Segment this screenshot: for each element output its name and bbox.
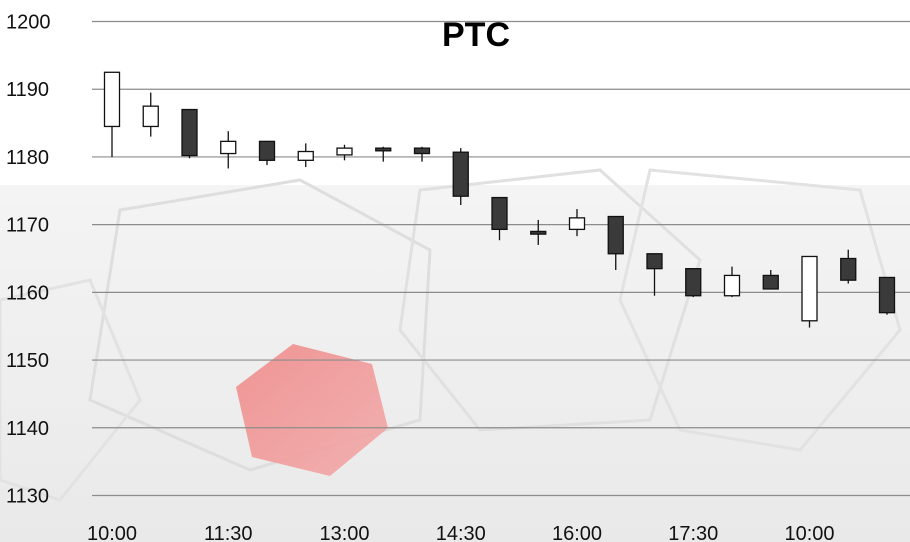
candle-body-up [103,71,121,128]
x-tick-label: 16:00 [552,523,602,542]
y-tick-label: 1160 [6,282,49,304]
candle-body-up [568,217,586,231]
y-tick-label: 1170 [6,215,49,237]
candle-body-down [762,274,779,290]
candle-body-down [646,253,663,270]
candle [530,219,547,245]
x-tick-label: 17:30 [668,523,718,542]
x-tick-label: 13:00 [319,523,369,542]
candle [181,108,198,159]
candle [840,249,857,284]
candle [258,140,276,166]
candle [646,253,663,296]
candle-body-up [142,105,159,128]
y-tick-label: 1180 [6,147,49,169]
candle [297,143,314,168]
candle [607,215,624,271]
candle [685,268,702,298]
candle-body-up [220,140,237,155]
x-axis: 10:00 11:30 13:00 14:30 16:00 17:30 10:00 [87,523,835,542]
y-tick-label: 1130 [6,486,49,508]
y-tick-label: 1190 [6,79,49,101]
candle-body-down [375,147,392,152]
candle-body-down [491,196,508,231]
candle-body-down [258,140,276,161]
x-tick-label: 14:30 [436,523,486,542]
candle [723,266,741,298]
candle [801,255,818,328]
candle [878,276,896,315]
chart-title: PTC [442,16,510,54]
candle-body-up [801,255,818,322]
candle [452,148,469,206]
candle [568,209,586,237]
gridlines [92,20,910,497]
candle-body-down [878,276,896,314]
candle-body-down [452,151,469,197]
candle-body-down [530,230,547,235]
x-tick-label: 10:00 [784,523,834,542]
candle-body-down [840,257,857,281]
x-tick-label: 11:30 [204,523,253,542]
candle [762,270,779,290]
candle-body-down [607,215,624,255]
candle-body-down [181,108,198,157]
candle-body-up [336,147,353,156]
x-tick-label: 10:00 [87,523,137,542]
candles [103,71,896,328]
y-tick-label: 1200 [6,12,51,34]
candle-body-up [723,274,741,297]
candle [220,131,237,169]
y-tick-label: 1150 [6,350,49,372]
candle [336,144,353,161]
candle-body-down [413,147,431,155]
candle [103,71,121,157]
candle-body-up [297,150,314,161]
candle [413,146,431,162]
candle [142,92,159,137]
y-axis: 1200 1190 1180 1170 1160 1150 1140 1130 [6,12,51,508]
candle [375,146,392,162]
y-tick-label: 1140 [6,418,49,440]
candle [491,196,508,241]
candle-body-down [685,268,702,297]
hexagon-logo-icon [236,344,388,476]
